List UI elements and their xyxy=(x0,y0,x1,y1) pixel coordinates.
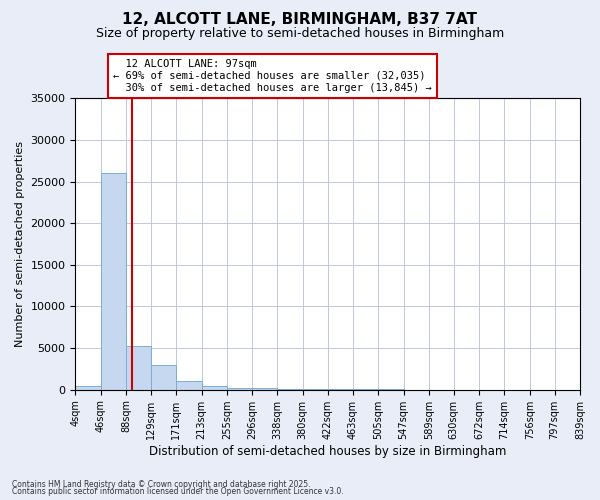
Text: 12 ALCOTT LANE: 97sqm
← 69% of semi-detached houses are smaller (32,035)
  30% o: 12 ALCOTT LANE: 97sqm ← 69% of semi-deta… xyxy=(113,60,432,92)
Bar xyxy=(176,380,202,390)
Text: Size of property relative to semi-detached houses in Birmingham: Size of property relative to semi-detach… xyxy=(96,28,504,40)
Bar xyxy=(252,388,277,390)
Bar xyxy=(126,346,151,390)
Text: Contains public sector information licensed under the Open Government Licence v3: Contains public sector information licen… xyxy=(12,487,344,496)
Bar xyxy=(227,388,252,390)
X-axis label: Distribution of semi-detached houses by size in Birmingham: Distribution of semi-detached houses by … xyxy=(149,444,506,458)
Bar xyxy=(151,365,176,390)
Y-axis label: Number of semi-detached properties: Number of semi-detached properties xyxy=(15,141,25,347)
Text: 12, ALCOTT LANE, BIRMINGHAM, B37 7AT: 12, ALCOTT LANE, BIRMINGHAM, B37 7AT xyxy=(122,12,478,28)
Bar xyxy=(101,174,126,390)
Text: Contains HM Land Registry data © Crown copyright and database right 2025.: Contains HM Land Registry data © Crown c… xyxy=(12,480,311,489)
Bar xyxy=(277,389,302,390)
Bar xyxy=(76,386,101,390)
Bar xyxy=(202,386,227,390)
Bar xyxy=(302,389,328,390)
